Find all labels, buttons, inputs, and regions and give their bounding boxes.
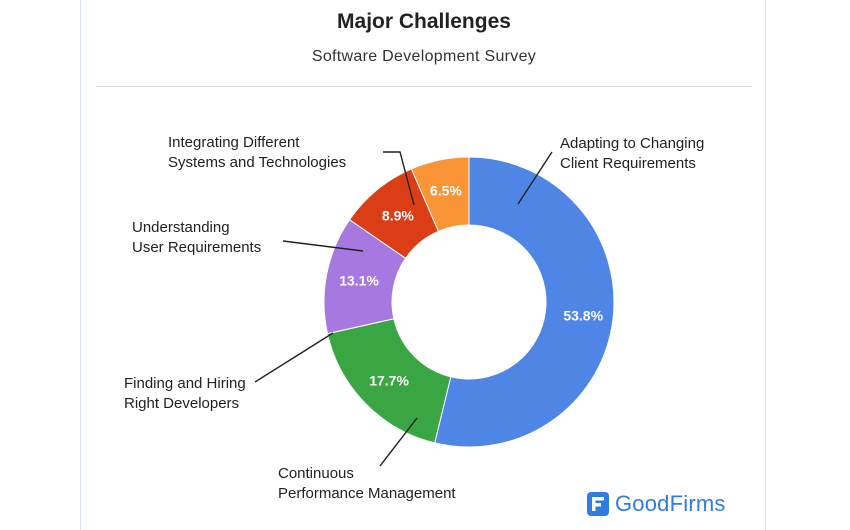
chart-card: Major Challenges Software Development Su…: [80, 0, 766, 530]
category-label-adapting-to-changing-client-requirements: Adapting to Changing Client Requirements: [560, 135, 704, 172]
value-label-continuous-performance-management: 17.7%: [369, 372, 409, 388]
value-label-understanding-user-requirements: 8.9%: [382, 207, 414, 223]
goodfirms-logo-icon: [587, 492, 609, 516]
leader-line-understanding-user-requirements: [282, 240, 364, 252]
goodfirms-brand: GoodFirms: [587, 490, 726, 518]
leader-line-integrating-different-systems-and-technologies: [383, 151, 415, 206]
brand-name: GoodFirms: [615, 491, 726, 516]
value-label-integrating-different-systems-and-technologies: 6.5%: [430, 182, 462, 198]
category-label-understanding-user-requirements: Understanding User Requirements: [132, 219, 261, 256]
category-label-integrating-different-systems-and-technologies: Integrating Different Systems and Technol…: [168, 134, 346, 171]
slice-continuous-performance-management: [326, 318, 452, 444]
chart-title: Major Challenges: [337, 10, 511, 33]
category-label-finding-and-hiring-right-developers: Finding and Hiring Right Developers: [124, 375, 246, 412]
title-divider: [96, 86, 752, 87]
leader-line-adapting-to-changing-client-requirements: [517, 151, 553, 205]
leader-line-finding-and-hiring-right-developers: [254, 332, 334, 383]
value-label-adapting-to-changing-client-requirements: 53.8%: [563, 308, 603, 324]
slice-integrating-different-systems-and-technologies: [410, 156, 470, 232]
chart-subtitle: Software Development Survey: [311, 48, 537, 65]
slice-adapting-to-changing-client-requirements: [434, 156, 615, 448]
value-label-finding-and-hiring-right-developers: 13.1%: [339, 273, 379, 289]
leader-line-continuous-performance-management: [379, 417, 418, 467]
category-label-continuous-performance-management: Continuous Performance Management: [278, 465, 456, 502]
